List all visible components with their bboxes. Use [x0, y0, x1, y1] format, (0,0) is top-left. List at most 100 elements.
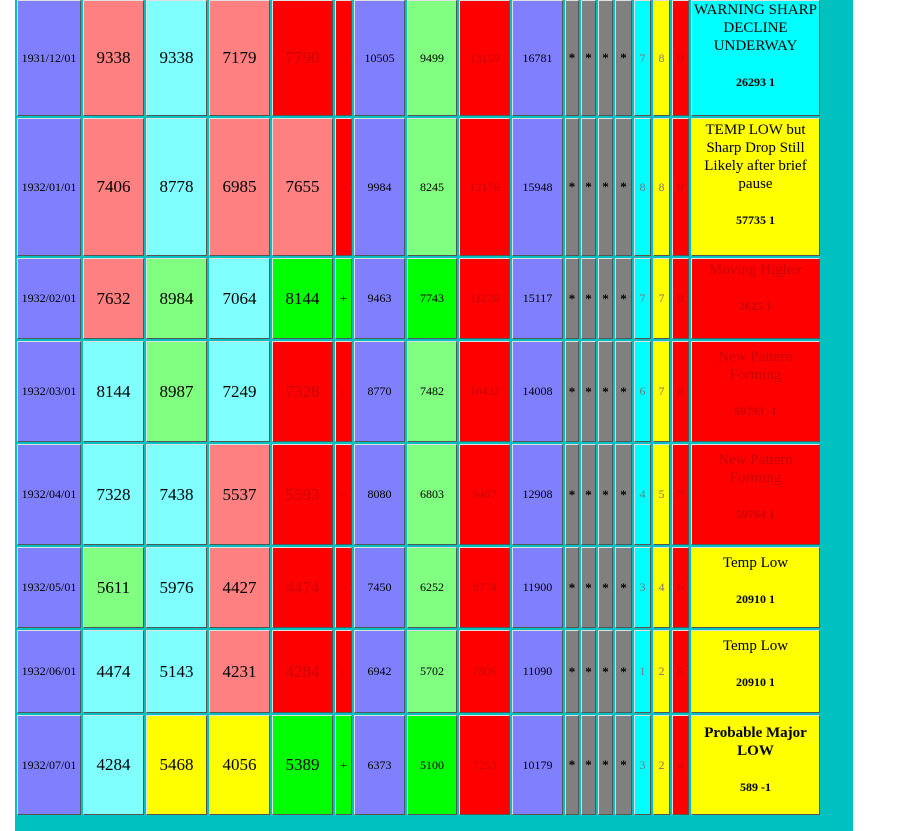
- level-cell: 13159: [459, 0, 510, 116]
- level-cell: 6252: [407, 547, 457, 628]
- level-cell: 10432: [459, 341, 510, 442]
- signal-message: Temp Low: [722, 638, 789, 654]
- data-table: 1931/12/01 9338 9338 7179 7790 - 10505 9…: [15, 0, 822, 817]
- close-value-cell: 7790: [272, 0, 333, 116]
- signal-code: 59793 -1: [734, 404, 777, 418]
- count-cell: 9: [672, 118, 689, 256]
- signal-message-cell: Temp Low 20910 1: [691, 630, 820, 713]
- level-cell: 9487: [459, 444, 510, 545]
- level-cell: 9499: [407, 0, 457, 116]
- level-cell: 5702: [407, 630, 457, 713]
- count-cell: 6: [634, 341, 651, 442]
- level-cell: 16781: [512, 0, 563, 116]
- star-cell: *: [565, 258, 579, 339]
- signal-message-cell: WARNING SHARP DECLINE UNDERWAY 26293 1: [691, 0, 820, 116]
- signal-message: TEMP LOW but Sharp Drop Still Likely aft…: [704, 122, 807, 192]
- table-row: 1932/04/01 7328 7438 5537 5593 - 8080 68…: [17, 444, 820, 545]
- level-cell: 7743: [407, 258, 457, 339]
- level-cell: 10505: [354, 0, 405, 116]
- direction-sign-cell: -: [335, 547, 352, 628]
- count-cell: 7: [653, 258, 670, 339]
- count-cell: 4: [634, 444, 651, 545]
- star-cell: *: [598, 341, 613, 442]
- value-cell: 5537: [209, 444, 270, 545]
- star-cell: *: [598, 118, 613, 256]
- count-cell: 5: [653, 444, 670, 545]
- direction-sign-cell: -: [335, 630, 352, 713]
- value-cell: 4231: [209, 630, 270, 713]
- date-cell: 1932/03/01: [17, 341, 81, 442]
- table-row: 1932/02/01 7632 8984 7064 8144 + 9463 77…: [17, 258, 820, 339]
- date-cell: 1932/04/01: [17, 444, 81, 545]
- signal-message-cell: Temp Low 20910 1: [691, 547, 820, 628]
- date-cell: 1932/01/01: [17, 118, 81, 256]
- count-cell: 8: [653, 118, 670, 256]
- count-cell: 4: [653, 547, 670, 628]
- count-cell: 6: [672, 547, 689, 628]
- data-table-frame: 1931/12/01 9338 9338 7179 7790 - 10505 9…: [15, 0, 853, 831]
- table-row: 1931/12/01 9338 9338 7179 7790 - 10505 9…: [17, 0, 820, 116]
- count-cell: 7: [672, 444, 689, 545]
- level-cell: 7253: [459, 715, 510, 815]
- table-row: 1932/01/01 7406 8778 6985 7655 - 9984 82…: [17, 118, 820, 256]
- signal-message: Probable Major LOW: [704, 725, 807, 759]
- date-cell: 1932/05/01: [17, 547, 81, 628]
- signal-code: 589 -1: [740, 780, 771, 794]
- count-cell: 2: [653, 715, 670, 815]
- count-cell: 9: [672, 0, 689, 116]
- star-cell: *: [565, 444, 579, 545]
- star-cell: *: [615, 630, 632, 713]
- level-cell: 10179: [512, 715, 563, 815]
- level-cell: 7482: [407, 341, 457, 442]
- signal-code: 2625 1: [739, 299, 772, 313]
- signal-code: 20910 1: [736, 675, 775, 689]
- level-cell: 9984: [354, 118, 405, 256]
- star-cell: *: [598, 630, 613, 713]
- value-cell: 7328: [83, 444, 144, 545]
- value-cell: 7406: [83, 118, 144, 256]
- star-cell: *: [615, 444, 632, 545]
- close-value-cell: 5389: [272, 715, 333, 815]
- level-cell: 11090: [512, 630, 563, 713]
- value-cell: 7249: [209, 341, 270, 442]
- close-value-cell: 7655: [272, 118, 333, 256]
- signal-message-cell: Probable Major LOW 589 -1: [691, 715, 820, 815]
- star-cell: *: [581, 258, 596, 339]
- signal-message: New Pattern Forming: [718, 452, 793, 486]
- signal-message-cell: TEMP LOW but Sharp Drop Still Likely aft…: [691, 118, 820, 256]
- star-cell: *: [615, 118, 632, 256]
- star-cell: *: [565, 118, 579, 256]
- star-cell: *: [581, 715, 596, 815]
- date-cell: 1932/02/01: [17, 258, 81, 339]
- count-cell: 8: [672, 258, 689, 339]
- value-cell: 7064: [209, 258, 270, 339]
- direction-sign-cell: -: [335, 341, 352, 442]
- level-cell: 8770: [354, 341, 405, 442]
- close-value-cell: 4284: [272, 630, 333, 713]
- star-cell: *: [581, 444, 596, 545]
- value-cell: 4056: [209, 715, 270, 815]
- level-cell: 11220: [459, 258, 510, 339]
- level-cell: 8245: [407, 118, 457, 256]
- signal-message: Moving Higher: [709, 262, 802, 278]
- count-cell: 1: [634, 630, 651, 713]
- count-cell: 2: [653, 630, 670, 713]
- star-cell: *: [615, 547, 632, 628]
- star-cell: *: [581, 547, 596, 628]
- level-cell: 15948: [512, 118, 563, 256]
- level-cell: 14008: [512, 341, 563, 442]
- signal-code: 59764 1: [736, 507, 775, 521]
- signal-message: WARNING SHARP DECLINE UNDERWAY: [694, 2, 817, 54]
- count-cell: 3: [634, 715, 651, 815]
- close-value-cell: 4474: [272, 547, 333, 628]
- value-cell: 5976: [146, 547, 207, 628]
- count-cell: 8: [634, 118, 651, 256]
- value-cell: 7438: [146, 444, 207, 545]
- star-cell: *: [598, 547, 613, 628]
- table-row: 1932/05/01 5611 5976 4427 4474 - 7450 62…: [17, 547, 820, 628]
- star-cell: *: [565, 630, 579, 713]
- close-value-cell: 7328: [272, 341, 333, 442]
- value-cell: 5143: [146, 630, 207, 713]
- value-cell: 4427: [209, 547, 270, 628]
- star-cell: *: [598, 715, 613, 815]
